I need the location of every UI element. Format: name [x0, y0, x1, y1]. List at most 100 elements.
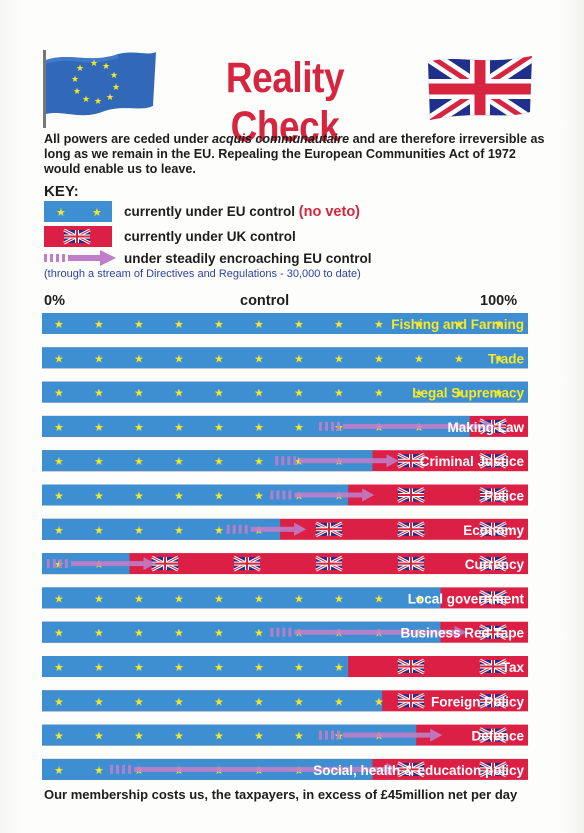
eu-star-icon: ★: [94, 455, 104, 468]
key-eu-label: currently under EU control (no veto): [124, 204, 361, 220]
key-encroach-arrow: [44, 250, 116, 266]
uk-flag-icon: [397, 521, 425, 538]
eu-star-icon: ★: [54, 764, 64, 777]
eu-segment: [42, 450, 373, 472]
eu-star-icon: ★: [334, 695, 344, 708]
eu-star-icon: ★: [294, 592, 304, 605]
eu-segment: [42, 690, 383, 712]
eu-segment: [42, 415, 470, 437]
uk-flag-icon: [151, 555, 179, 572]
eu-star-icon: ★: [294, 661, 304, 674]
eu-star-icon: ★: [254, 387, 264, 400]
svg-text:★: ★: [112, 83, 120, 93]
svg-text:★: ★: [106, 93, 114, 103]
eu-star-icon: ★: [54, 387, 64, 400]
eu-star-icon: ★: [54, 421, 64, 434]
eu-star-icon: ★: [94, 352, 104, 365]
eu-star-icon: ★: [174, 421, 184, 434]
encroach-arrow: [270, 625, 467, 639]
eu-star-icon: ★: [54, 524, 64, 537]
uk-flag-icon: [479, 452, 507, 469]
category-label: Defence: [471, 729, 524, 744]
encroach-arrow: [110, 762, 399, 776]
eu-star-icon: ★: [174, 455, 184, 468]
eu-star-icon: ★: [174, 352, 184, 365]
eu-star-icon: ★: [134, 524, 144, 537]
eu-star-icon: ★: [374, 352, 384, 365]
svg-text:★: ★: [90, 59, 98, 69]
category-label: Currency: [465, 557, 525, 572]
eu-star-icon: ★: [134, 490, 144, 503]
uk-flag-icon: [397, 452, 425, 469]
eu-star-icon: ★: [94, 524, 104, 537]
encroach-arrow: [319, 419, 496, 433]
key-title: KEY:: [44, 183, 79, 200]
eu-segment: [42, 381, 528, 403]
bar-row: ★★★★★★★★★★★Making Law: [42, 415, 528, 437]
category-label: Police: [484, 489, 524, 504]
eu-star-icon: ★: [334, 318, 344, 331]
eu-star-icon: ★: [294, 387, 304, 400]
eu-star-icon: ★: [54, 352, 64, 365]
category-label: Criminal Justice: [420, 454, 525, 469]
eu-star-icon: ★: [294, 695, 304, 708]
eu-star-icon: ★: [214, 524, 224, 537]
intro-emphasis: acquis communautaire: [211, 132, 350, 146]
page-title: Reality Check: [225, 54, 345, 151]
eu-star-icon: ★: [254, 490, 264, 503]
eu-star-icon: ★: [94, 318, 104, 331]
bar-row: ★★★★★★Economy: [42, 518, 528, 540]
eu-segment: [42, 313, 528, 334]
uk-flag-icon: [233, 555, 261, 572]
eu-star-icon: ★: [174, 592, 184, 605]
eu-flag-icon: ★ ★★ ★★★ ★★★ ★: [43, 50, 156, 128]
eu-star-icon: ★: [54, 695, 64, 708]
eu-star-icon: ★: [134, 421, 144, 434]
eu-star-icon: ★: [294, 455, 304, 468]
eu-star-icon: ★: [94, 387, 104, 400]
uk-flag-icon: [479, 487, 507, 503]
eu-segment: [42, 518, 281, 540]
eu-star-icon: ★: [214, 661, 224, 674]
uk-flag-icon: [479, 761, 507, 778]
eu-segment: [42, 484, 349, 506]
uk-flag-icon: [315, 521, 343, 538]
eu-star-icon: ★: [174, 661, 184, 674]
eu-star-icon: ★: [454, 387, 464, 400]
eu-star-icon: ★: [214, 695, 224, 708]
eu-star-icon: ★: [134, 387, 144, 400]
eu-star-icon: ★: [94, 592, 104, 605]
uk-flag-icon: [479, 521, 507, 538]
uk-flag-icon: [397, 692, 425, 709]
eu-star-icon: ★: [334, 387, 344, 400]
eu-star-icon: ★: [214, 421, 224, 434]
eu-star-icon: ★: [54, 318, 64, 331]
eu-star-icon: ★: [294, 421, 304, 434]
bar-row: ★ ★ ★ ★ ★ ★ ★ ★ Tax: [42, 656, 528, 677]
uk-flag-icon: [397, 555, 425, 572]
bar-row: ★★★★★★★★★★Business Red Tape: [42, 621, 528, 643]
key-eu-swatch: ★ ★: [44, 201, 112, 222]
bar-row: ★ ★ ★ ★ ★ ★ ★ ★ ★ ★Local government: [42, 587, 528, 609]
bar-row: ★ ★ ★ ★ ★ ★ ★ ★ ★ ★ ★ ★Fishing and Farming: [42, 313, 528, 334]
eu-star-icon: ★: [374, 695, 384, 708]
eu-star-icon: ★: [254, 661, 264, 674]
svg-text:★: ★: [102, 62, 110, 72]
eu-star-icon: ★: [214, 455, 224, 468]
eu-star-icon: ★: [374, 387, 384, 400]
eu-star-icon: ★: [94, 695, 104, 708]
eu-star-icon: ★: [374, 318, 384, 331]
eu-star-icon: ★: [134, 455, 144, 468]
svg-text:★: ★: [94, 97, 102, 107]
category-label: Economy: [463, 523, 524, 538]
encroach-arrow: [270, 488, 375, 502]
encroach-arrow: [226, 522, 307, 536]
eu-star-icon: ★: [54, 592, 64, 605]
eu-star-icon: ★: [54, 730, 64, 743]
eu-star-icon: ★: [94, 661, 104, 674]
svg-text:★: ★: [56, 206, 66, 219]
eu-star-icon: ★: [294, 318, 304, 331]
bar-row: ★★★★★★★★Social, health & education polic…: [42, 758, 528, 780]
category-label: Legal Supremacy: [412, 386, 524, 401]
